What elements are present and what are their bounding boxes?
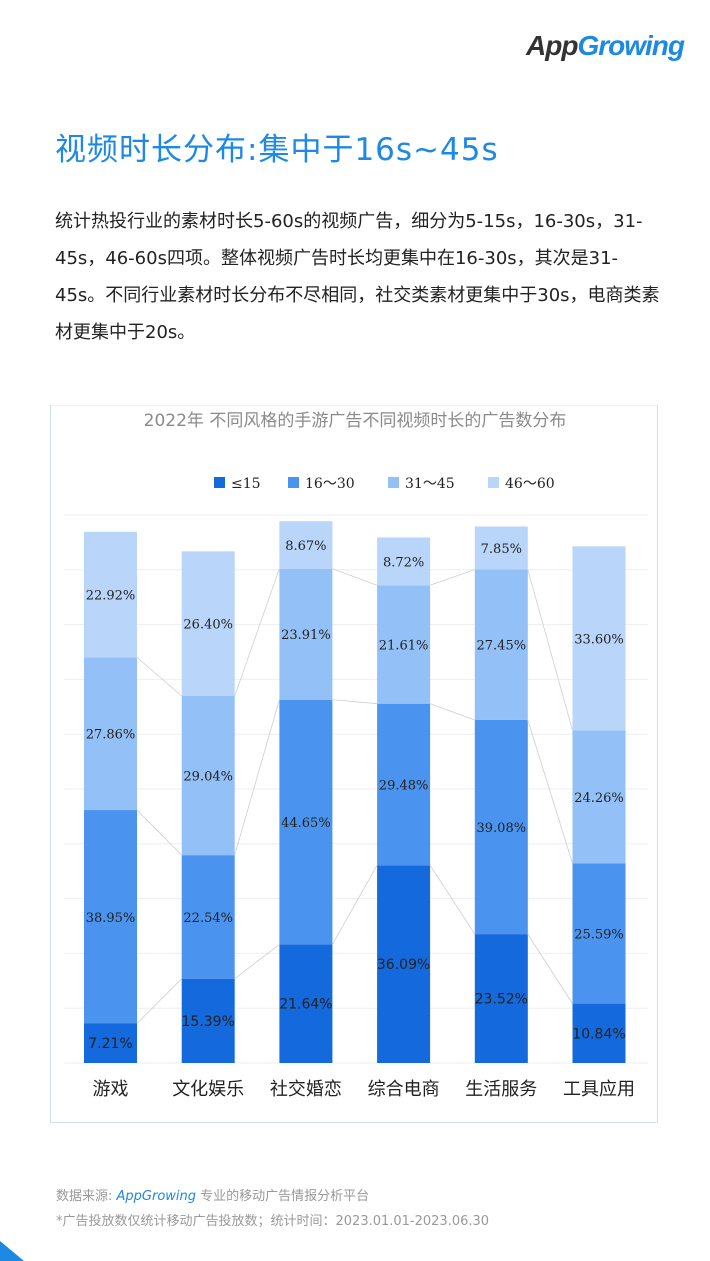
- data-label-1-0: 15.39%: [182, 1014, 235, 1030]
- bar-segment-0-1: [84, 810, 137, 1024]
- bar-segment-3-1: [377, 703, 431, 866]
- category-label-1: 文化娱乐: [172, 1079, 244, 1100]
- logo-prefix: App: [526, 30, 578, 61]
- data-label-5-2: 24.26%: [574, 791, 624, 806]
- data-label-5-3: 33.60%: [574, 632, 624, 647]
- bar-segment-4-3: [474, 526, 528, 570]
- connector-line: [527, 569, 573, 731]
- source-brand: AppGrowing: [116, 1189, 197, 1204]
- data-label-2-0: 21.64%: [279, 997, 332, 1013]
- bar-segment-1-1: [181, 855, 235, 979]
- data-label-4-1: 39.08%: [477, 821, 527, 836]
- chart-title: 2022年 不同风格的手游广告不同视频时长的广告数分布: [144, 411, 567, 431]
- category-label-4: 生活服务: [465, 1079, 537, 1100]
- logo-suffix: Growing: [577, 30, 685, 61]
- data-label-1-3: 26.40%: [183, 618, 233, 633]
- data-label-0-2: 27.86%: [86, 728, 136, 743]
- data-label-5-1: 25.59%: [574, 927, 624, 942]
- connector-line: [234, 944, 280, 979]
- bar-segment-0-2: [84, 657, 137, 811]
- legend-swatch-1: [288, 477, 299, 488]
- connector-line: [429, 569, 475, 586]
- bar-segment-5-3: [572, 546, 626, 731]
- legend-swatch-2: [388, 477, 399, 488]
- connector-line: [136, 809, 182, 856]
- connector-line: [429, 703, 475, 721]
- connector-line: [527, 719, 573, 864]
- chart-frame: [50, 405, 658, 1123]
- connector-line: [136, 978, 182, 1024]
- category-label-2: 社交婚恋: [270, 1078, 342, 1100]
- bar-segment-3-3: [377, 537, 431, 586]
- legend-label-1: 16～30: [305, 476, 355, 492]
- page-title: 视频时长分布:集中于16s~45s: [55, 132, 499, 168]
- data-label-0-3: 22.92%: [86, 589, 136, 604]
- connector-line: [332, 865, 378, 945]
- data-label-0-0: 7.21%: [88, 1036, 132, 1052]
- data-label-2-1: 44.65%: [281, 816, 331, 831]
- connector-line: [234, 568, 280, 697]
- legend-label-3: 46～60: [505, 476, 555, 492]
- legend-label-2: 31～45: [405, 476, 455, 492]
- connector-line: [332, 568, 378, 586]
- bar-segment-2-3: [279, 521, 333, 569]
- bar-segment-3-0: [377, 865, 431, 1063]
- appgrowing-logo: AppGrowing: [526, 30, 685, 62]
- data-label-3-0: 36.09%: [377, 957, 430, 973]
- corner-decoration: [0, 1241, 24, 1261]
- source-prefix: 数据来源:: [56, 1189, 117, 1204]
- bar-segment-5-2: [572, 730, 626, 864]
- connector-line: [332, 699, 378, 705]
- connector-line: [234, 699, 280, 856]
- legend-swatch-3: [488, 477, 499, 488]
- bar-segment-2-1: [279, 699, 333, 945]
- legend-label-0: ≤15: [231, 476, 261, 492]
- data-label-2-3: 8.67%: [285, 539, 326, 554]
- bar-segment-5-0: [572, 1003, 626, 1063]
- bar-segment-1-2: [181, 696, 235, 856]
- intro-paragraph: 统计热投行业的素材时长5-60s的视频广告，细分为5-15s，16-30s，31…: [55, 211, 660, 343]
- data-label-3-1: 29.48%: [379, 778, 429, 793]
- data-label-0-1: 38.95%: [86, 911, 136, 926]
- data-label-3-3: 8.72%: [383, 555, 424, 570]
- bar-segment-2-2: [279, 568, 333, 700]
- data-label-3-2: 21.61%: [379, 638, 429, 653]
- category-label-3: 综合电商: [368, 1079, 440, 1100]
- legend-swatch-0: [214, 477, 225, 488]
- data-label-2-2: 23.91%: [281, 628, 331, 643]
- footnote: *广告投放数仅统计移动广告投放数；统计时间：2023.01.01-2023.06…: [56, 1214, 490, 1229]
- bar-segment-2-0: [279, 944, 333, 1063]
- bar-segment-5-1: [572, 863, 626, 1004]
- data-source: 数据来源: AppGrowing 专业的移动广告情报分析平台: [56, 1185, 369, 1204]
- connector-line: [527, 933, 573, 1004]
- stacked-bar-chart: 2022年 不同风格的手游广告不同视频时长的广告数分布 ≤15 16～30 31～45…: [64, 411, 648, 1100]
- bar-segment-0-0: [84, 1023, 137, 1063]
- category-label-0: 游戏: [93, 1079, 129, 1100]
- category-label-5: 工具应用: [563, 1079, 635, 1100]
- bar-segment-4-1: [474, 719, 528, 935]
- bar-segment-3-2: [377, 585, 431, 704]
- bar-segment-4-0: [474, 934, 528, 1063]
- bar-segment-1-3: [181, 551, 235, 697]
- connector-line: [136, 657, 182, 697]
- bar-segment-4-2: [474, 569, 528, 720]
- source-suffix: 专业的移动广告情报分析平台: [196, 1189, 370, 1204]
- data-label-4-0: 23.52%: [475, 992, 528, 1008]
- bar-segment-1-0: [181, 978, 235, 1063]
- bar-segment-0-3: [84, 531, 137, 658]
- data-label-1-2: 29.04%: [183, 770, 233, 785]
- data-label-4-2: 27.45%: [477, 639, 527, 654]
- data-label-5-0: 10.84%: [572, 1026, 625, 1042]
- connector-line: [429, 865, 476, 935]
- data-label-4-3: 7.85%: [481, 542, 522, 557]
- data-label-1-1: 22.54%: [183, 911, 233, 926]
